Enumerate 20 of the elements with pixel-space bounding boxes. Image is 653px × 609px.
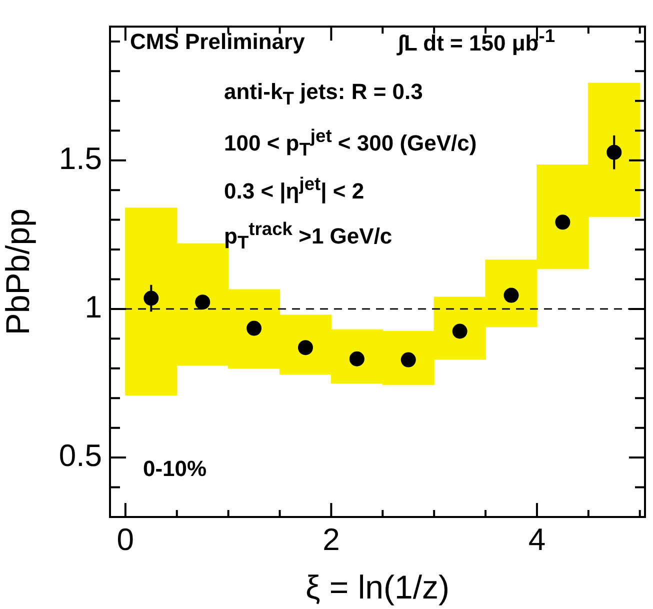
y-tick-label: 1.5: [58, 140, 102, 176]
annotation: ∫L dt = 150 μb$^{-1}$: [398, 24, 556, 58]
annotation: CMS Preliminary: [130, 28, 305, 56]
y-axis-title: PbPb/pp: [0, 208, 36, 336]
point: [452, 324, 468, 339]
annotation: 0-10%: [143, 455, 207, 483]
annotation: 100 < p$_{T}$$^{jet}$ < 300 (GeV/c): [224, 124, 477, 162]
x-axis-title: ξ = ln(1/z): [305, 568, 450, 606]
annotation: 0.3 < |η$^{jet}$| < 2: [224, 172, 364, 206]
y-tick-label: 0.5: [58, 438, 102, 474]
point: [246, 320, 262, 336]
x-tick-label: 0: [116, 522, 134, 558]
annotation: p$_{T}$$^{track}$ >1 GeV/c: [224, 217, 392, 255]
x-tick-label: 2: [322, 522, 340, 558]
point: [195, 294, 210, 310]
annotation: anti-k$_{T}$ jets: R = 0.3: [224, 78, 423, 110]
point: [555, 214, 570, 230]
point: [504, 288, 519, 303]
x-tick-label: 4: [528, 522, 546, 558]
y-tick-label: 1: [84, 290, 102, 324]
